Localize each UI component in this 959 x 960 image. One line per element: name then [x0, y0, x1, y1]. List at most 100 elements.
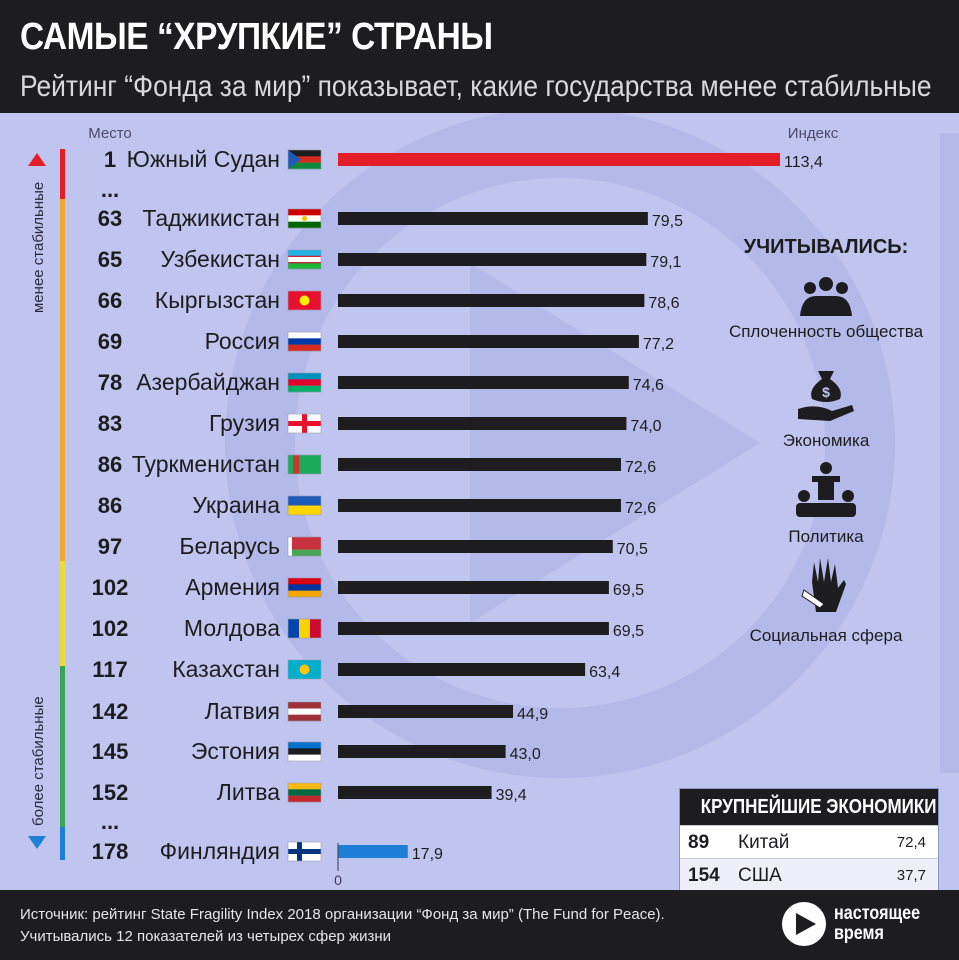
page-title: САМЫЕ “ХРУПКИЕ” СТРАНЫ: [20, 16, 493, 58]
value-label: 17,9: [412, 846, 443, 863]
scale-label-bottom: более стабильные: [30, 696, 47, 826]
brand-logo[interactable]: настоящее время: [782, 902, 942, 950]
source-note: Источник: рейтинг State Fragility Index …: [20, 904, 665, 948]
bar: [338, 376, 629, 389]
speaker-podium-icon: [796, 462, 856, 517]
value-label: 72,6: [625, 459, 656, 476]
flag-icon: [287, 701, 322, 722]
economy-country: Китай: [738, 832, 790, 853]
ellipsis-top: ...: [101, 177, 119, 202]
bar-chart: менее стабильные более стабильные Место Инд…: [28, 113, 959, 888]
bar: [338, 581, 609, 594]
rank-label: 102: [92, 616, 129, 641]
factor-label: Политика: [788, 527, 864, 546]
factors-heading: УЧИТЫВАЛИСЬ:: [744, 236, 909, 258]
bar: [338, 294, 645, 307]
value-label: 43,0: [510, 746, 541, 763]
watermark-ring: [225, 113, 895, 778]
factor-label: Экономика: [783, 431, 870, 450]
country-label: Эстония: [191, 738, 280, 764]
scale-segment-green: [60, 666, 65, 827]
bar: [338, 499, 621, 512]
country-label: Грузия: [209, 410, 280, 436]
watermark-edge: [940, 133, 959, 773]
value-label: 44,9: [517, 706, 548, 723]
bar: [338, 705, 514, 718]
logo-text: настоящее время: [834, 903, 921, 944]
rank-label: 102: [92, 575, 129, 600]
play-logo-icon: [782, 902, 826, 946]
scale-label-top: менее стабильные: [30, 182, 47, 313]
scale-segment-yellow: [60, 561, 65, 666]
flag-icon: [287, 454, 322, 475]
country-label: Узбекистан: [161, 246, 281, 272]
rank-label: 78: [98, 370, 122, 395]
value-label: 69,5: [613, 623, 644, 640]
zero-axis-label: 0: [334, 872, 342, 888]
bar: [338, 622, 609, 635]
country-label: Армения: [185, 574, 280, 600]
country-label: Кыргызстан: [155, 287, 280, 313]
country-label: Беларусь: [179, 533, 280, 559]
rank-label: 69: [98, 329, 122, 354]
value-label: 74,6: [633, 377, 664, 394]
people-group-icon: [800, 277, 852, 316]
flag-icon: [287, 331, 322, 352]
value-label: 70,5: [617, 541, 648, 558]
index-column-header: Индекс: [788, 125, 839, 142]
value-label: 39,4: [496, 787, 527, 804]
rank-label: 63: [98, 206, 122, 231]
value-label: 78,6: [648, 295, 679, 312]
flag-icon: [287, 536, 322, 557]
bar: [338, 153, 780, 166]
rank-label: 65: [98, 247, 122, 272]
economy-rank: 89: [688, 832, 710, 853]
rank-label: 145: [92, 739, 129, 764]
bar: [338, 845, 408, 858]
country-label: Латвия: [205, 698, 280, 724]
flag-icon: [287, 618, 322, 639]
footer: Источник: рейтинг State Fragility Index …: [0, 890, 959, 960]
rank-label: 142: [92, 699, 129, 724]
rank-label: 97: [98, 534, 122, 559]
value-label: 72,6: [625, 500, 656, 517]
rank-label: 83: [98, 411, 122, 436]
country-label: Украина: [192, 492, 280, 518]
helping-hands-icon: [801, 558, 846, 612]
flag-icon: [287, 741, 322, 762]
flag-icon: [287, 208, 322, 229]
arrow-down-icon: [28, 836, 46, 849]
country-label: Литва: [217, 779, 280, 805]
economy-country: США: [738, 865, 782, 886]
flag-icon: [287, 841, 322, 862]
largest-economies-heading: КРУПНЕЙШИЕ ЭКОНОМИКИ: [680, 789, 938, 825]
country-label: Финляндия: [160, 838, 280, 864]
table-row: 89 Китай 72,4: [680, 825, 938, 858]
ellipsis-bottom: ...: [101, 809, 119, 834]
rank-label: 117: [92, 657, 128, 682]
flag-icon: [287, 290, 322, 311]
largest-economies-table: КРУПНЕЙШИЕ ЭКОНОМИКИ 89 Китай 72,4 154 США 37…: [680, 789, 938, 890]
value-label: 79,5: [652, 213, 683, 230]
flag-icon: [287, 659, 322, 680]
bar: [338, 253, 647, 266]
money-bag-hand-icon: $: [798, 371, 854, 421]
factor-label: Сплоченность общества: [729, 322, 924, 341]
country-label: Россия: [205, 328, 280, 354]
rank-label: 152: [92, 780, 129, 805]
flag-icon: [287, 149, 322, 170]
watermark-arrow: [470, 263, 760, 623]
economy-index: 37,7: [896, 867, 926, 884]
value-label: 63,4: [589, 664, 620, 681]
value-label: 69,5: [613, 582, 644, 599]
rank-label: 86: [98, 452, 122, 477]
rank-column-header: Место: [88, 125, 132, 142]
flag-icon: [287, 413, 322, 434]
value-label: 113,4: [784, 154, 823, 171]
rank-label: 86: [98, 493, 122, 518]
country-label: Таджикистан: [142, 205, 280, 231]
bar: [338, 745, 506, 758]
flag-icon: [287, 372, 322, 393]
flag-icon: [287, 495, 322, 516]
bar: [338, 786, 492, 799]
